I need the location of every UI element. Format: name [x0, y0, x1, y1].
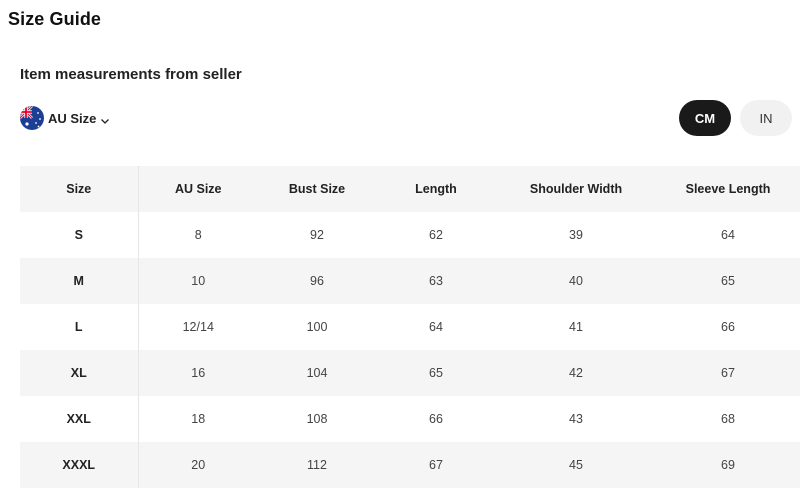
cell-size: L	[20, 304, 139, 350]
cell-au-size: 10	[191, 274, 206, 288]
cell-shoulder-width: 40	[569, 274, 583, 288]
cell-length: 64	[429, 320, 443, 334]
header-au-size: AU Size	[138, 166, 258, 212]
size-table: Size AU Size Bust Size Length Shoulder W…	[20, 166, 800, 488]
size-system-dropdown[interactable]: AU Size	[20, 105, 110, 131]
size-system-label: AU Size	[48, 110, 97, 126]
cell-size: XXL	[20, 396, 139, 442]
cell-bust-size: 104	[306, 366, 328, 380]
section-subtitle: Item measurements from seller	[20, 66, 242, 83]
table-row: M 10 96 63 40 65	[20, 258, 800, 304]
cell-shoulder-width: 45	[569, 458, 583, 472]
header-sleeve-length: Sleeve Length	[656, 166, 800, 212]
table-row: L 12/14 100 64 41 66	[20, 304, 800, 350]
cell-length: 67	[429, 458, 443, 472]
cell-sleeve-length: 68	[721, 412, 735, 426]
australia-flag-icon	[20, 106, 44, 130]
cell-sleeve-length: 67	[721, 366, 735, 380]
cell-size: XL	[20, 350, 139, 396]
cell-shoulder-width: 41	[569, 320, 583, 334]
cell-size: S	[20, 212, 139, 258]
cell-au-size: 8	[194, 228, 202, 242]
cell-length: 66	[429, 412, 443, 426]
header-bust-size: Bust Size	[258, 166, 376, 212]
cell-sleeve-length: 69	[721, 458, 735, 472]
table-row: XXXL 20 112 67 45 69	[20, 442, 800, 488]
table-row: S 8 92 62 39 64	[20, 212, 800, 258]
cell-bust-size: 108	[306, 412, 328, 426]
cell-au-size: 18	[191, 412, 206, 426]
cell-au-size: 16	[191, 366, 206, 380]
unit-in-button[interactable]: IN	[740, 100, 792, 136]
cell-length: 63	[429, 274, 443, 288]
cell-size: M	[20, 258, 139, 304]
cell-sleeve-length: 65	[721, 274, 735, 288]
cell-shoulder-width: 42	[569, 366, 583, 380]
cell-bust-size: 96	[310, 274, 324, 288]
cell-size: XXXL	[20, 442, 139, 488]
header-length: Length	[376, 166, 496, 212]
cell-length: 62	[429, 228, 443, 242]
cell-au-size: 20	[191, 458, 206, 472]
cell-shoulder-width: 39	[569, 228, 583, 242]
chevron-down-icon	[100, 113, 110, 124]
unit-toggle: CM IN	[679, 100, 792, 136]
cell-length: 65	[429, 366, 443, 380]
cell-au-size: 12/14	[182, 320, 214, 334]
header-shoulder-width: Shoulder Width	[496, 166, 656, 212]
header-size: Size	[20, 166, 139, 212]
cell-sleeve-length: 66	[721, 320, 735, 334]
cell-sleeve-length: 64	[721, 228, 735, 242]
cell-shoulder-width: 43	[569, 412, 583, 426]
cell-bust-size: 100	[306, 320, 328, 334]
table-row: XL 16 104 65 42 67	[20, 350, 800, 396]
table-header-row: Size AU Size Bust Size Length Shoulder W…	[20, 166, 800, 212]
page-title: Size Guide	[8, 9, 102, 29]
unit-cm-button[interactable]: CM	[679, 100, 731, 136]
cell-bust-size: 112	[307, 458, 327, 472]
cell-bust-size: 92	[310, 228, 324, 242]
table-row: XXL 18 108 66 43 68	[20, 396, 800, 442]
